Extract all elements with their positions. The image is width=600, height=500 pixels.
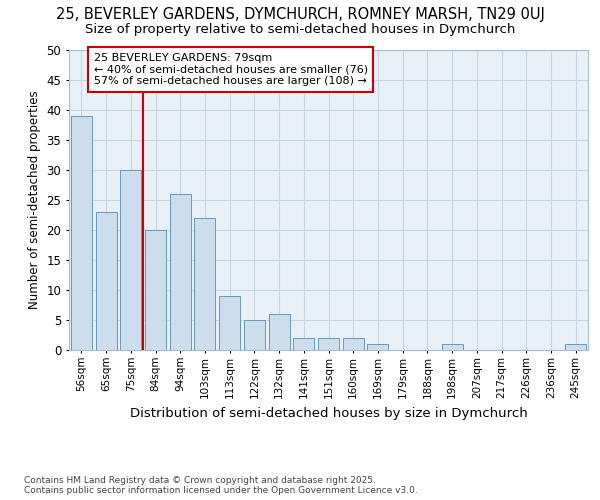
Text: 25 BEVERLEY GARDENS: 79sqm
← 40% of semi-detached houses are smaller (76)
57% of: 25 BEVERLEY GARDENS: 79sqm ← 40% of semi…	[94, 53, 368, 86]
Bar	[95, 212, 116, 350]
Bar	[71, 116, 92, 350]
Bar	[318, 338, 339, 350]
Bar	[120, 170, 141, 350]
Bar	[145, 230, 166, 350]
Text: Contains HM Land Registry data © Crown copyright and database right 2025.
Contai: Contains HM Land Registry data © Crown c…	[24, 476, 418, 495]
Y-axis label: Number of semi-detached properties: Number of semi-detached properties	[28, 90, 41, 310]
Bar	[293, 338, 314, 350]
Bar	[244, 320, 265, 350]
Text: Size of property relative to semi-detached houses in Dymchurch: Size of property relative to semi-detach…	[85, 22, 515, 36]
Bar	[442, 344, 463, 350]
Text: Distribution of semi-detached houses by size in Dymchurch: Distribution of semi-detached houses by …	[130, 408, 527, 420]
Bar	[269, 314, 290, 350]
Bar	[367, 344, 388, 350]
Bar	[219, 296, 240, 350]
Text: 25, BEVERLEY GARDENS, DYMCHURCH, ROMNEY MARSH, TN29 0UJ: 25, BEVERLEY GARDENS, DYMCHURCH, ROMNEY …	[56, 8, 544, 22]
Bar	[343, 338, 364, 350]
Bar	[194, 218, 215, 350]
Bar	[170, 194, 191, 350]
Bar	[565, 344, 586, 350]
